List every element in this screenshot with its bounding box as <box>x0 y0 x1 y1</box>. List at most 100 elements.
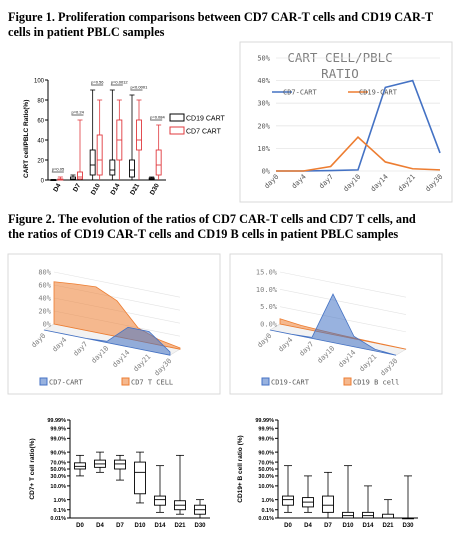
y-tick-label: 15.0% <box>256 269 278 277</box>
legend-label: CD19 B cell <box>353 379 399 387</box>
y-tick-label: 99.99% <box>47 418 66 424</box>
figure2-caption-line1: Figure 2. The evolution of the ratios of… <box>8 212 416 226</box>
y-tick-label: 0.01% <box>50 516 66 522</box>
legend-label: CD7-CART <box>49 379 84 387</box>
x-tick-label: D14 <box>362 523 374 529</box>
x-tick-label: D21 <box>174 523 186 529</box>
legend-swatch <box>261 377 270 386</box>
y-tick-label: 99.0% <box>50 437 66 443</box>
box <box>136 119 142 151</box>
box <box>77 171 83 180</box>
y-tick-label: 0.0% <box>260 321 278 329</box>
y-tick-label: 0% <box>262 168 271 176</box>
x-tick-label: D14 <box>154 523 166 529</box>
x-tick-label: D7 <box>72 182 82 193</box>
box <box>155 149 162 176</box>
y-tick-label: 80% <box>38 269 51 277</box>
y-tick-label: 0% <box>43 321 52 329</box>
legend-label: CD19-CART <box>359 89 398 97</box>
y-tick-label: 40 <box>37 139 44 145</box>
box <box>322 495 334 513</box>
box <box>362 511 374 519</box>
box <box>89 149 96 176</box>
chart-title-line2: RATIO <box>321 66 359 81</box>
y-axis-label: CART cell/PBLC Ratio(%) <box>23 100 30 178</box>
series-line <box>276 135 441 172</box>
y-tick-label: 10% <box>257 145 270 153</box>
y-tick-label: 60 <box>37 119 44 125</box>
figure1-caption: Figure 1. Proliferation comparisons betw… <box>8 10 448 40</box>
box <box>96 134 103 176</box>
y-tick-label: 1.0% <box>261 498 274 504</box>
y-tick-label: 50.0% <box>258 467 274 473</box>
x-tick-label: D0 <box>284 523 292 529</box>
box <box>134 461 146 495</box>
y-tick-label: 5.0% <box>260 303 278 311</box>
y-tick-label: 30.0% <box>258 474 274 480</box>
legend-swatch <box>39 377 48 386</box>
x-tick-label: D7 <box>116 523 124 529</box>
legend-swatch <box>343 377 352 386</box>
y-tick-label: 10.0% <box>256 286 278 294</box>
x-tick-label: D30 <box>194 523 206 529</box>
y-tick-label: 30% <box>257 100 270 108</box>
y-tick-label: 50.0% <box>50 467 66 473</box>
y-tick-label: 10.0% <box>50 484 66 490</box>
box <box>154 495 166 506</box>
x-tick-label: D4 <box>304 523 312 529</box>
y-tick-label: 90.0% <box>258 450 274 456</box>
legend-swatch <box>121 377 130 386</box>
x-tick-label: D10 <box>134 523 146 529</box>
x-tick-label: D0 <box>76 523 84 529</box>
figure2-caption: Figure 2. The evolution of the ratios of… <box>8 212 448 242</box>
legend-swatch <box>169 126 185 135</box>
x-tick-label: D21 <box>382 523 394 529</box>
y-tick-label: 100 <box>34 79 45 85</box>
y-tick-label: 60% <box>38 282 51 290</box>
x-tick-label: D4 <box>96 523 104 529</box>
y-tick-label: 90.0% <box>50 450 66 456</box>
x-tick-label: D7 <box>324 523 332 529</box>
legend-label: CD7-CART <box>283 89 318 97</box>
y-tick-label: 0 <box>41 179 45 185</box>
y-tick-label: 70.0% <box>258 460 274 466</box>
y-tick-label: 70.0% <box>50 460 66 466</box>
legend-swatch <box>169 113 185 122</box>
chart-frame <box>239 41 453 203</box>
y-tick-label: 10.0% <box>258 484 274 490</box>
y-tick-label: 20% <box>257 122 270 130</box>
figure2-caption-line2: the ratios of CD19 CAR-T cells and CD19 … <box>8 227 399 241</box>
y-tick-label: 50% <box>257 55 270 63</box>
figure1-caption-line1: Figure 1. Proliferation comparisons betw… <box>8 10 434 24</box>
legend-label: CD19-CART <box>271 379 310 387</box>
gridline <box>53 271 181 298</box>
pvalue-label: p=0.05 <box>52 167 65 172</box>
gridline <box>279 271 407 298</box>
box <box>382 513 394 519</box>
pvalue-label: p=0.56 <box>91 80 104 85</box>
y-tick-label: 80 <box>37 99 44 105</box>
series-area <box>269 293 397 356</box>
pvalue-label: p=0.084 <box>150 115 165 120</box>
y-axis-label: CD7+ T cell ratio(%) <box>29 438 36 499</box>
y-tick-label: 0.1% <box>53 508 66 514</box>
figure1-caption-line2: cells in patient PBLC samples <box>8 25 165 39</box>
y-tick-label: 99.99% <box>255 418 274 424</box>
pvalue-label: p<0.0001 <box>131 85 149 90</box>
pvalue-label: p=0.0012 <box>111 80 129 85</box>
box <box>282 495 294 506</box>
box <box>342 511 354 519</box>
y-tick-label: 40% <box>257 77 270 85</box>
box <box>129 159 135 178</box>
x-tick-label: D4 <box>52 182 62 193</box>
y-tick-label: 1.0% <box>53 498 66 504</box>
x-tick-label: D10 <box>342 523 354 529</box>
gridline <box>279 289 407 315</box>
y-tick-label: 0.1% <box>261 508 274 514</box>
y-tick-label: 40% <box>38 295 51 303</box>
